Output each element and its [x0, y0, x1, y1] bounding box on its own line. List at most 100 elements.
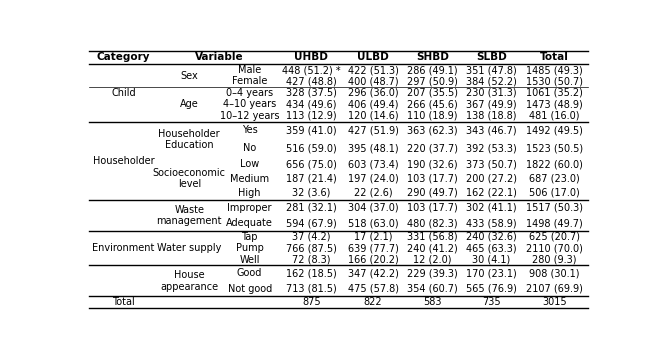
Text: SLBD: SLBD [476, 52, 507, 62]
Text: SHBD: SHBD [416, 52, 449, 62]
Text: 138 (18.8): 138 (18.8) [466, 111, 517, 121]
Text: 448 (51.2) *: 448 (51.2) * [282, 65, 341, 75]
Text: 603 (73.4): 603 (73.4) [348, 159, 399, 169]
Text: 518 (63.0): 518 (63.0) [348, 218, 399, 228]
Text: 1473 (48.9): 1473 (48.9) [526, 99, 583, 109]
Text: 103 (17.7): 103 (17.7) [407, 174, 457, 184]
Text: 170 (23.1): 170 (23.1) [466, 268, 517, 278]
Text: No: No [243, 143, 256, 153]
Text: 400 (48.7): 400 (48.7) [348, 76, 399, 86]
Text: 120 (14.6): 120 (14.6) [348, 111, 399, 121]
Text: 240 (41.2): 240 (41.2) [407, 243, 457, 253]
Text: 331 (56.8): 331 (56.8) [407, 232, 457, 242]
Text: 735: 735 [482, 297, 500, 307]
Text: 565 (76.9): 565 (76.9) [466, 283, 517, 293]
Text: 328 (37.5): 328 (37.5) [286, 88, 337, 98]
Text: 766 (87.5): 766 (87.5) [286, 243, 337, 253]
Text: 1517 (50.3): 1517 (50.3) [526, 203, 583, 213]
Text: 343 (46.7): 343 (46.7) [466, 126, 517, 136]
Text: 220 (37.7): 220 (37.7) [407, 143, 457, 153]
Text: 687 (23.0): 687 (23.0) [529, 174, 579, 184]
Text: 10–12 years: 10–12 years [220, 111, 279, 121]
Text: High: High [238, 188, 261, 198]
Text: Water supply: Water supply [157, 243, 222, 253]
Text: 875: 875 [302, 297, 321, 307]
Text: Variable: Variable [195, 52, 243, 62]
Text: 240 (32.6): 240 (32.6) [466, 232, 517, 242]
Text: 406 (49.4): 406 (49.4) [348, 99, 399, 109]
Text: 422 (51.3): 422 (51.3) [348, 65, 399, 75]
Text: Socioeconomic
level: Socioeconomic level [152, 168, 226, 190]
Text: Waste
management: Waste management [156, 205, 222, 226]
Text: Adequate: Adequate [226, 218, 273, 228]
Text: Total: Total [112, 297, 135, 307]
Text: 392 (53.3): 392 (53.3) [466, 143, 517, 153]
Text: 1492 (49.5): 1492 (49.5) [526, 126, 583, 136]
Text: 583: 583 [423, 297, 442, 307]
Text: 110 (18.9): 110 (18.9) [407, 111, 457, 121]
Text: 351 (47.8): 351 (47.8) [466, 65, 517, 75]
Text: 363 (62.3): 363 (62.3) [407, 126, 457, 136]
Text: 1822 (60.0): 1822 (60.0) [526, 159, 583, 169]
Text: 656 (75.0): 656 (75.0) [286, 159, 337, 169]
Text: 302 (41.1): 302 (41.1) [466, 203, 517, 213]
Text: 17 (2.1): 17 (2.1) [354, 232, 393, 242]
Text: 908 (30.1): 908 (30.1) [529, 268, 579, 278]
Text: Improper: Improper [228, 203, 272, 213]
Text: 12 (2.0): 12 (2.0) [413, 255, 451, 265]
Text: 200 (27.2): 200 (27.2) [466, 174, 517, 184]
Text: 187 (21.4): 187 (21.4) [286, 174, 337, 184]
Text: 639 (77.7): 639 (77.7) [348, 243, 399, 253]
Text: Category: Category [97, 52, 150, 62]
Text: 594 (67.9): 594 (67.9) [286, 218, 337, 228]
Text: 113 (12.9): 113 (12.9) [286, 111, 337, 121]
Text: 32 (3.6): 32 (3.6) [292, 188, 331, 198]
Text: 290 (49.7): 290 (49.7) [407, 188, 457, 198]
Text: 304 (37.0): 304 (37.0) [348, 203, 399, 213]
Text: House
appearance: House appearance [160, 270, 218, 292]
Text: 433 (58.9): 433 (58.9) [466, 218, 517, 228]
Text: 434 (49.6): 434 (49.6) [286, 99, 337, 109]
Text: 506 (17.0): 506 (17.0) [529, 188, 579, 198]
Text: 1523 (50.5): 1523 (50.5) [526, 143, 583, 153]
Text: 2110 (70.0): 2110 (70.0) [526, 243, 583, 253]
Text: 359 (41.0): 359 (41.0) [286, 126, 337, 136]
Text: Not good: Not good [228, 283, 272, 293]
Text: Well: Well [240, 255, 260, 265]
Text: 4–10 years: 4–10 years [223, 99, 277, 109]
Text: Tap: Tap [242, 232, 258, 242]
Text: 384 (52.2): 384 (52.2) [466, 76, 517, 86]
Text: 103 (17.7): 103 (17.7) [407, 203, 457, 213]
Text: Householder
Education: Householder Education [158, 129, 220, 150]
Text: 2107 (69.9): 2107 (69.9) [526, 283, 583, 293]
Text: 480 (82.3): 480 (82.3) [407, 218, 457, 228]
Text: 190 (32.6): 190 (32.6) [407, 159, 457, 169]
Text: Sex: Sex [180, 71, 198, 81]
Text: 354 (60.7): 354 (60.7) [407, 283, 457, 293]
Text: 713 (81.5): 713 (81.5) [286, 283, 337, 293]
Text: 166 (20.2): 166 (20.2) [348, 255, 399, 265]
Text: 822: 822 [364, 297, 382, 307]
Text: 30 (4.1): 30 (4.1) [472, 255, 510, 265]
Text: 280 (9.3): 280 (9.3) [532, 255, 577, 265]
Text: Male: Male [238, 65, 261, 75]
Text: Total: Total [540, 52, 569, 62]
Text: 3015: 3015 [542, 297, 567, 307]
Text: 465 (63.3): 465 (63.3) [466, 243, 517, 253]
Text: 37 (4.2): 37 (4.2) [292, 232, 331, 242]
Text: 230 (31.3): 230 (31.3) [466, 88, 517, 98]
Text: 1498 (49.7): 1498 (49.7) [526, 218, 583, 228]
Text: 197 (24.0): 197 (24.0) [348, 174, 399, 184]
Text: Householder: Householder [92, 156, 154, 166]
Text: 347 (42.2): 347 (42.2) [348, 268, 399, 278]
Text: Female: Female [232, 76, 267, 86]
Text: 395 (48.1): 395 (48.1) [348, 143, 399, 153]
Text: 427 (48.8): 427 (48.8) [286, 76, 337, 86]
Text: 72 (8.3): 72 (8.3) [292, 255, 331, 265]
Text: Pump: Pump [236, 243, 263, 253]
Text: Yes: Yes [242, 126, 257, 136]
Text: 162 (18.5): 162 (18.5) [286, 268, 337, 278]
Text: 1530 (50.7): 1530 (50.7) [526, 76, 583, 86]
Text: 266 (45.6): 266 (45.6) [407, 99, 457, 109]
Text: 1061 (35.2): 1061 (35.2) [526, 88, 583, 98]
